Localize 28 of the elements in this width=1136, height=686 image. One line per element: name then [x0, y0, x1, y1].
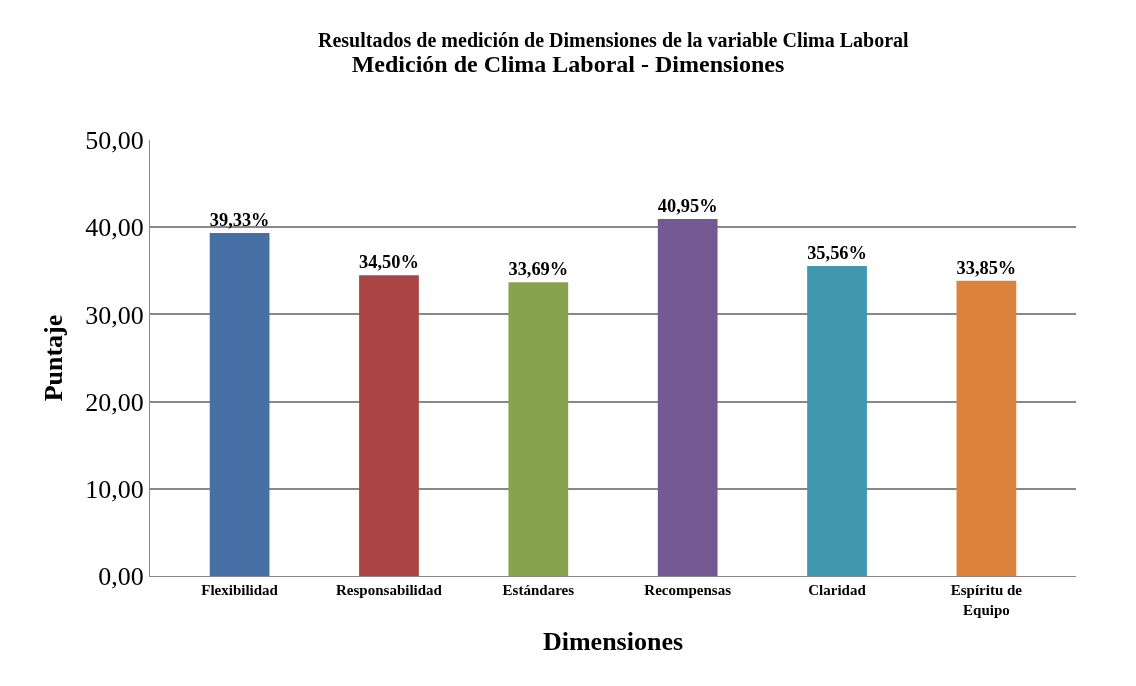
- y-tick-label: 20,00: [85, 387, 144, 417]
- data-label: 39,33%: [209, 210, 270, 231]
- x-tick-label: Espíritu de Equipo: [950, 582, 1023, 618]
- data-label: 34,50%: [359, 252, 419, 273]
- y-tick-label: 0,00: [98, 562, 144, 592]
- y-tick-label: 10,00: [85, 474, 144, 504]
- data-label: 33,69%: [508, 259, 569, 280]
- data-label: 33,85%: [956, 258, 1017, 278]
- x-axis-title: Dimensiones: [542, 627, 684, 657]
- y-tick-label: 40,00: [85, 213, 144, 243]
- y-tick-label: 30,00: [85, 300, 144, 330]
- y-axis-title: Puntaje: [38, 314, 68, 402]
- bar: [508, 282, 569, 576]
- x-tick-label: Recompensas: [644, 582, 732, 598]
- data-label: 40,95%: [657, 196, 718, 217]
- bar: [807, 265, 867, 576]
- bar: [359, 275, 419, 576]
- x-tick-label: Claridad: [808, 582, 867, 598]
- data-label: 35,56%: [807, 243, 867, 264]
- x-tick-label: Responsabilidad: [336, 582, 443, 598]
- text: Resultados de medición de Dimensiones de la variable Clima Laboral: [318, 29, 910, 51]
- bar: [657, 218, 718, 576]
- bar: [956, 280, 1017, 576]
- y-tick-label: 50,00: [85, 126, 144, 156]
- x-tick-label: Flexibilidad: [201, 582, 279, 598]
- chart-title: Medición de Clima Laboral - Dimensiones: [351, 50, 785, 77]
- x-tick-label: Estándares: [502, 582, 575, 598]
- bar: [209, 233, 270, 576]
